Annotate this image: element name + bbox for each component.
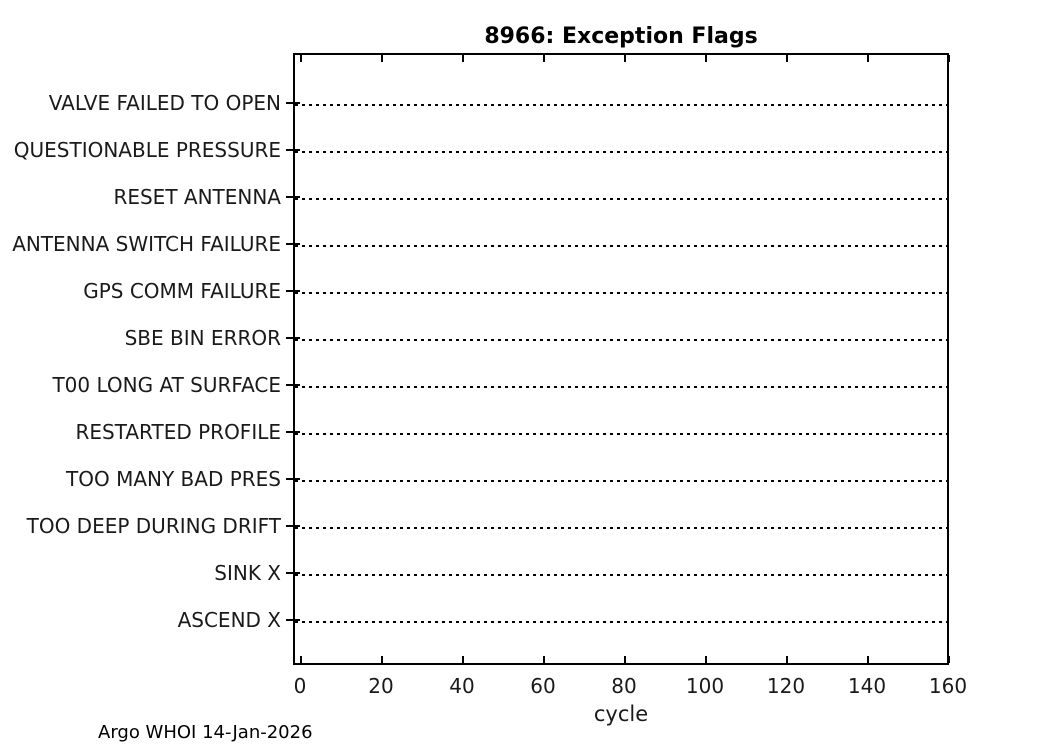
x-tick-label: 140 (847, 674, 887, 698)
x-axis-tick-bottom (786, 656, 788, 663)
y-category-label: QUESTIONABLE PRESSURE (13, 138, 281, 162)
category-guide-line (295, 198, 947, 200)
y-axis-tick (286, 384, 300, 386)
x-axis-tick-bottom (867, 656, 869, 663)
y-axis-tick (286, 243, 300, 245)
y-axis-tick (286, 102, 300, 104)
y-axis-tick (286, 290, 300, 292)
y-category-label: SBE BIN ERROR (124, 326, 281, 350)
y-axis-tick (286, 572, 300, 574)
y-category-label: TOO DEEP DURING DRIFT (26, 514, 281, 538)
y-axis-tick (286, 196, 300, 198)
y-category-label: GPS COMM FAILURE (83, 279, 281, 303)
category-guide-line (295, 574, 947, 576)
x-axis-tick-top (381, 55, 383, 62)
x-tick-label: 60 (530, 674, 556, 698)
chart-title: 8966: Exception Flags (484, 24, 758, 49)
category-guide-line (295, 433, 947, 435)
x-tick-label: 0 (293, 674, 307, 698)
x-axis-tick-bottom (300, 656, 302, 663)
x-tick-label: 80 (611, 674, 637, 698)
x-axis-tick-top (300, 55, 302, 62)
x-axis-label: cycle (593, 702, 649, 726)
category-guide-line (295, 480, 947, 482)
x-axis-tick-bottom (624, 656, 626, 663)
x-axis-tick-bottom (381, 656, 383, 663)
y-axis-tick (286, 478, 300, 480)
x-axis-tick-top (786, 55, 788, 62)
x-axis-tick-bottom (705, 656, 707, 663)
category-guide-line (295, 527, 947, 529)
x-axis-tick-top (705, 55, 707, 62)
y-category-label: SINK X (214, 561, 281, 585)
y-category-label: T00 LONG AT SURFACE (52, 373, 281, 397)
category-guide-line (295, 104, 947, 106)
y-axis-tick (286, 337, 300, 339)
x-tick-label: 120 (766, 674, 806, 698)
x-tick-label: 20 (368, 674, 394, 698)
y-category-label: TOO MANY BAD PRES (66, 467, 281, 491)
category-guide-line (295, 386, 947, 388)
x-axis-tick-top (948, 55, 950, 62)
y-category-label: VALVE FAILED TO OPEN (48, 91, 281, 115)
y-category-label: RESTARTED PROFILE (75, 420, 281, 444)
category-guide-line (295, 621, 947, 623)
x-tick-label: 160 (928, 674, 968, 698)
y-axis-tick (286, 431, 300, 433)
y-axis-tick (286, 149, 300, 151)
category-guide-line (295, 292, 947, 294)
plot-area (293, 53, 950, 665)
watermark-text: Argo WHOI 14-Jan-2026 (98, 722, 313, 743)
y-category-label: RESET ANTENNA (113, 185, 281, 209)
category-guide-line (295, 339, 947, 341)
x-axis-tick-bottom (543, 656, 545, 663)
x-tick-label: 100 (685, 674, 725, 698)
y-axis-tick (286, 619, 300, 621)
category-guide-line (295, 151, 947, 153)
x-axis-tick-top (462, 55, 464, 62)
x-axis-tick-bottom (462, 656, 464, 663)
x-axis-tick-top (624, 55, 626, 62)
y-category-label: ASCEND X (177, 608, 281, 632)
y-axis-tick (286, 525, 300, 527)
x-axis-tick-bottom (948, 656, 950, 663)
x-tick-label: 40 (449, 674, 475, 698)
y-category-label: ANTENNA SWITCH FAILURE (12, 232, 281, 256)
category-guide-line (295, 245, 947, 247)
x-axis-tick-top (867, 55, 869, 62)
x-axis-tick-top (543, 55, 545, 62)
